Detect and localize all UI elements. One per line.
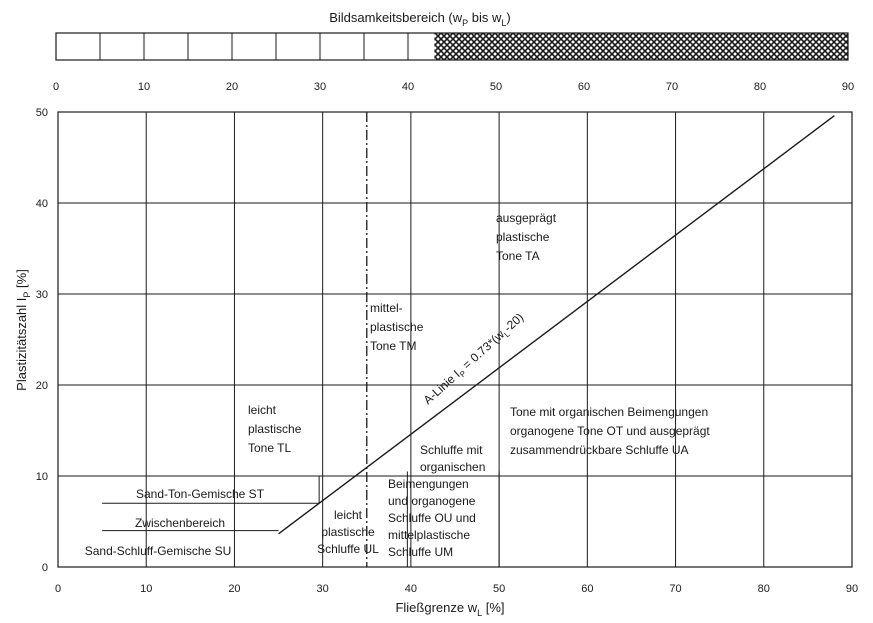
region-label-line: Schluffe UM [388,545,453,559]
x-tick-label: 30 [317,583,329,595]
y-tick-label: 0 [42,562,48,574]
region-su: Sand-Schluff-Gemische SU [85,544,232,558]
region-label-line: plastische [496,230,550,244]
region-label-line: Tone TM [370,339,416,353]
a-line [279,116,835,534]
region-tm: mittel-plastische Tone TM [370,301,424,353]
x-tick-label: 20 [228,583,240,595]
region-zw: Zwischenbereich [135,516,225,530]
a-line-label: A-Linie IP = 0.73*(wL-20) [421,310,528,409]
top-tick-label: 60 [578,81,590,93]
region-label-line: zusammendrückbare Schluffe UA [510,443,689,457]
region-label-line: Schluffe UL [317,542,379,556]
region-label-line: leicht [248,403,277,417]
hatched-range [434,33,848,60]
region-label-line: organischen [420,460,485,474]
region-label-line: plastische [248,422,302,436]
top-tick-label: 70 [666,81,678,93]
x-axis-title: Fließgrenze wL [%] [395,600,504,618]
region-label-line: Sand-Schluff-Gemische SU [85,544,232,558]
x-tick-label: 90 [846,583,858,595]
x-tick-label: 70 [669,583,681,595]
x-tick-label: 60 [581,583,593,595]
region-label-line: mittel- [370,301,403,315]
top-tick-label: 80 [754,81,766,93]
top-tick-label: 20 [226,81,238,93]
region-label-line: Schluffe OU und [388,511,476,525]
x-tick-label: 80 [758,583,770,595]
y-tick-label: 10 [36,471,48,483]
top-scale-ticks: 0 10 20 30 40 50 60 70 80 90 [53,81,854,93]
region-label-line: Tone TA [496,249,540,263]
y-tick-label: 30 [36,289,48,301]
region-ou-um-a: Schluffe mit organischen [420,443,485,474]
top-tick-label: 30 [314,81,326,93]
x-tick-label: 0 [55,583,61,595]
region-label-line: plastische [370,320,424,334]
region-label-line: leicht [334,508,363,522]
plasticity-range-bar [56,33,848,60]
y-tick-label: 20 [36,380,48,392]
x-tick-label: 50 [493,583,505,595]
region-ul: leicht plastische Schluffe UL [317,508,379,556]
top-tick-label: 40 [402,81,414,93]
region-ta: ausgeprägt plastische Tone TA [496,211,557,263]
region-label-line: und organogene [388,494,476,508]
region-label-line: Tone mit organischen Beimengungen [510,405,708,419]
region-label-line: Beimengungen [388,477,469,491]
top-tick-label: 10 [138,81,150,93]
top-tick-label: 50 [490,81,502,93]
region-tl: leicht plastische Tone TL [248,403,302,455]
y-axis-title: Plastizitätszahl IP [%] [14,269,32,391]
region-label-line: Zwischenbereich [135,516,225,530]
top-tick-label: 90 [842,81,854,93]
top-tick-label: 0 [53,81,59,93]
region-label-line: ausgeprägt [496,211,557,225]
x-tick-label: 10 [140,583,152,595]
region-label-line: plastische [321,525,375,539]
y-tick-label: 40 [36,198,48,210]
region-label-line: mittelplastische [388,528,470,542]
region-ou-um-b: Beimengungen und organogene Schluffe OU un… [388,477,476,559]
top-scale-title: Bildsamkeitsbereich (wP bis wL) [329,10,511,28]
region-label-line: Sand-Ton-Gemische ST [136,487,265,501]
x-tick-label: 40 [405,583,417,595]
region-ot-ua: Tone mit organischen Beimengungen organog… [510,405,710,457]
region-label-line: Schluffe mit [420,443,483,457]
region-label-line: Tone TL [248,441,291,455]
region-label-line: organogene Tone OT und ausgeprägt [510,424,710,438]
region-st: Sand-Ton-Gemische ST [136,487,265,501]
y-tick-label: 50 [36,107,48,119]
